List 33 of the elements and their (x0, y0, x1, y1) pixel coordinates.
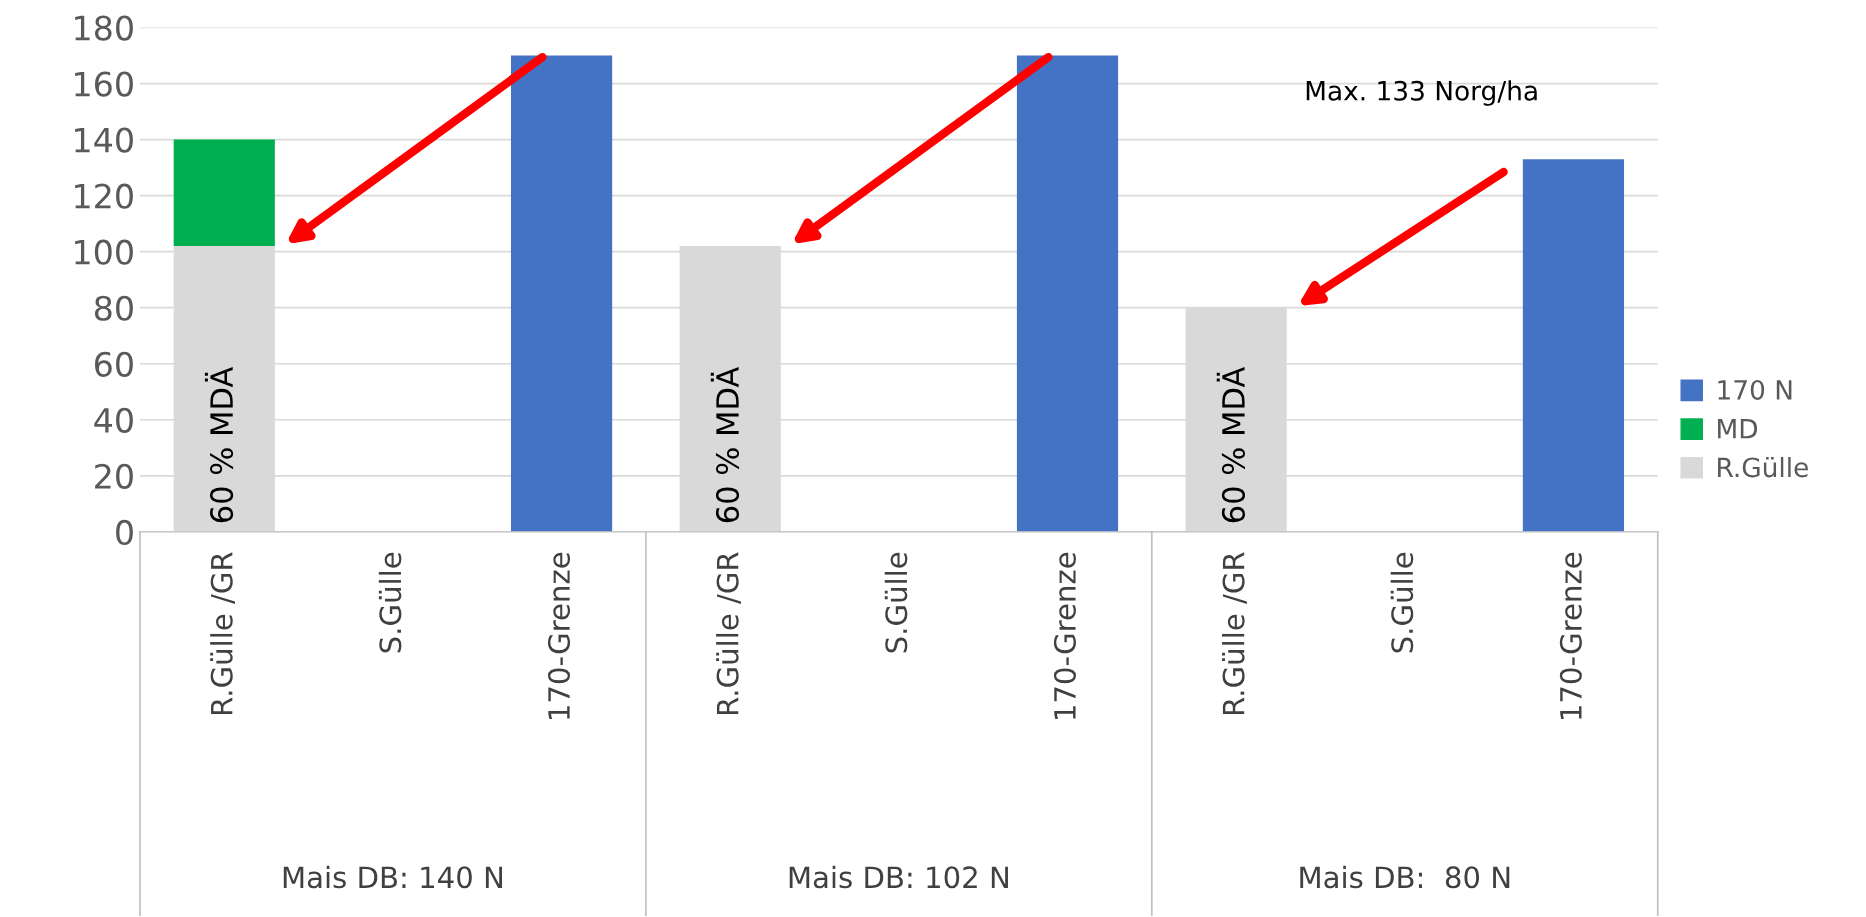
y-tick-label: 180 (75, 15, 133, 41)
annotation: Max. 133 Norg/ha (1306, 80, 1537, 106)
x-tick-label: S.Gülle (884, 552, 908, 653)
y-tick-label: 120 (75, 183, 133, 209)
x-tick-label: 170-Grenze (1053, 552, 1076, 719)
y-tick-label: 60 (95, 351, 133, 377)
y-tick-label: 80 (94, 295, 133, 321)
y-tick-label: 20 (95, 463, 133, 489)
x-tick-label: S.Gülle (1390, 552, 1414, 653)
x-tick-label: 170-Grenze (1559, 552, 1582, 719)
annotation: 60 % MDÄ (710, 366, 740, 523)
x-tick-label: R.Gülle /GR (1222, 552, 1247, 715)
y-tick-label: 100 (75, 239, 133, 265)
bar (173, 139, 275, 247)
bar (510, 55, 613, 532)
y-tick-label: 0 (116, 519, 133, 545)
x-tick-label: R.Gülle /GR (716, 552, 741, 715)
legend-label: MD (1718, 419, 1758, 439)
annotation: 60 % MDÄ (204, 366, 234, 523)
text: Mais DB: 140 N (283, 865, 503, 889)
legend-label: R.Gülle (1718, 456, 1808, 478)
text: Mais DB: 80 N (1300, 865, 1510, 889)
x-tick-label: 170-Grenze (547, 552, 571, 719)
bar (1016, 55, 1119, 532)
legend-label: 170 N (1718, 379, 1792, 400)
text: Mais DB: 102 N (789, 865, 1008, 889)
y-tick-label: 140 (75, 127, 133, 153)
y-tick-label: 160 (75, 71, 133, 97)
y-tick-label: 40 (94, 407, 133, 433)
x-tick-label: S.Gülle (378, 552, 402, 653)
bar (1522, 159, 1625, 532)
x-tick-label: R.Gülle /GR (210, 552, 236, 715)
annotation: 60 % MDÄ (1216, 366, 1246, 523)
